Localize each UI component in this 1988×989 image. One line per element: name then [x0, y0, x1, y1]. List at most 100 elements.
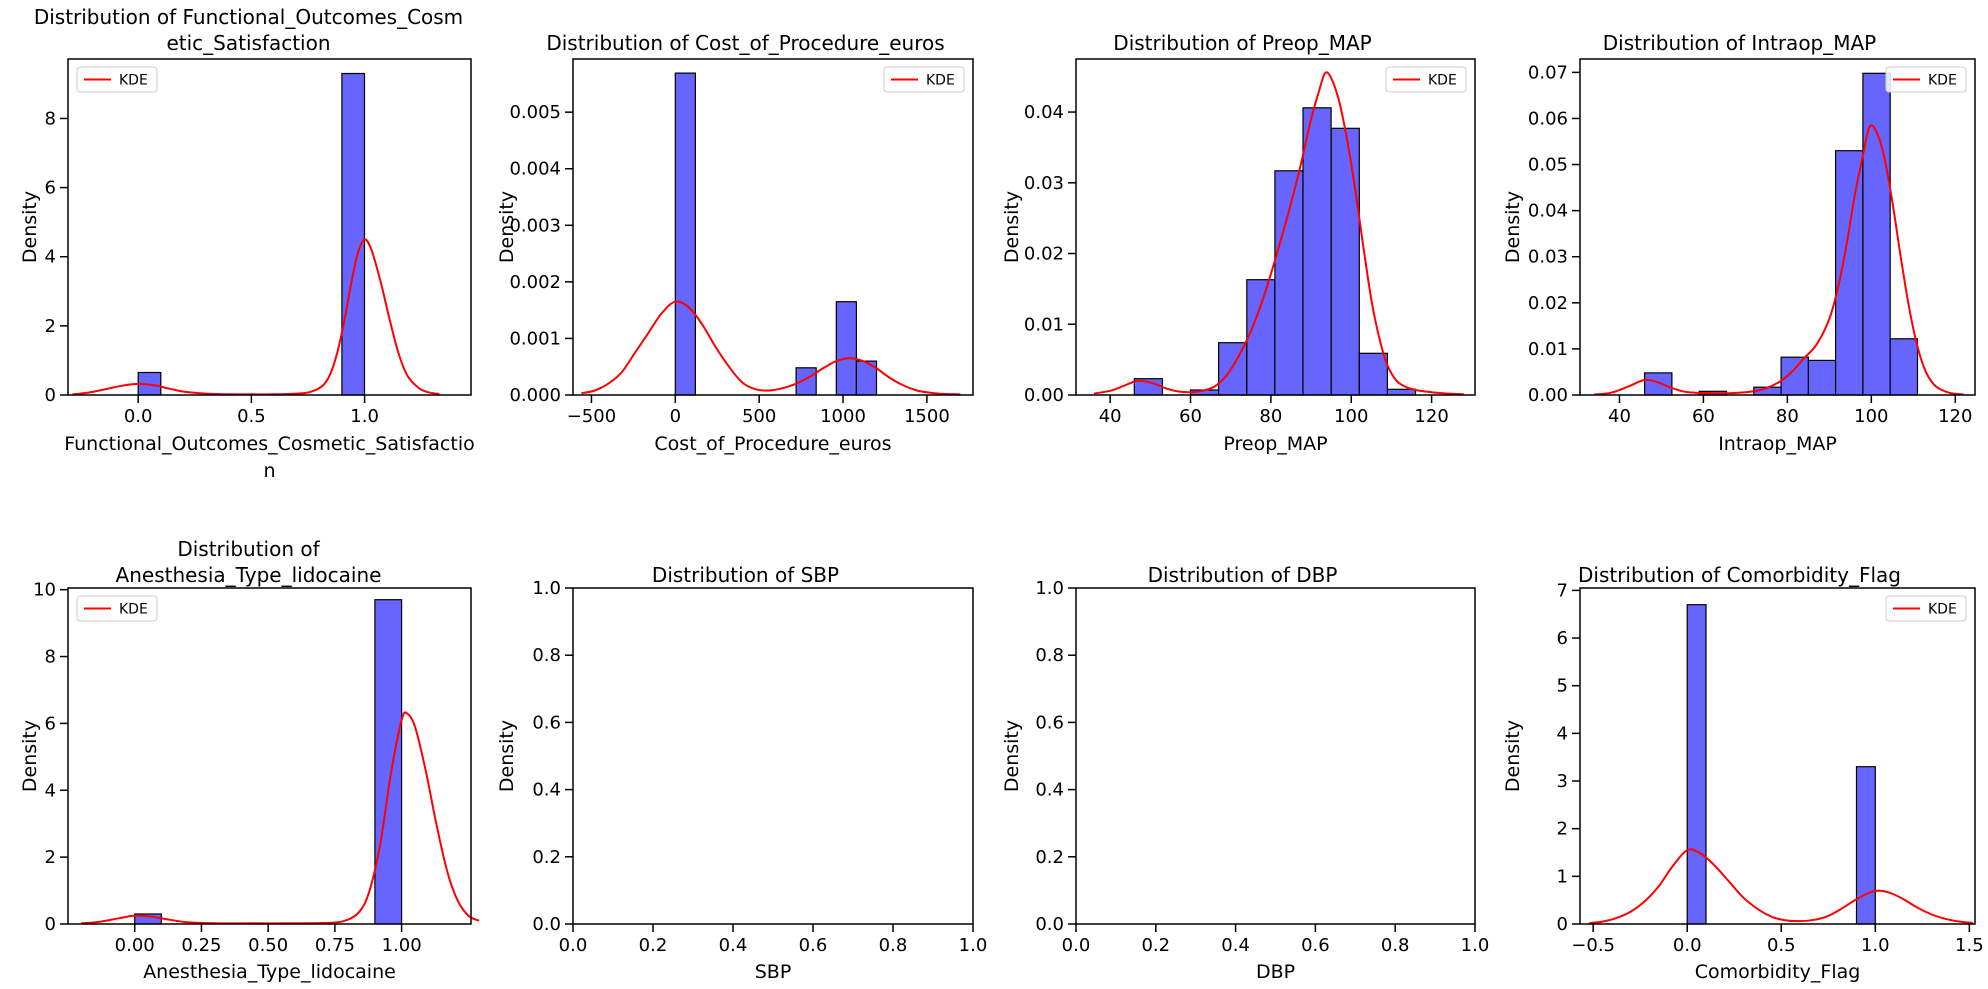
histogram-bar	[1686, 604, 1707, 925]
x-tick-label: 0.25	[181, 935, 221, 956]
chart-svg: −500 0 500 1000 1500 0.000 0.001 0.002 0.003 0.00…	[496, 31, 974, 455]
y-tick-label: 6	[1557, 628, 1568, 649]
histogram-bar	[1855, 766, 1876, 925]
x-tick-label: 1.0	[1861, 935, 1890, 956]
y-tick-label: 1.0	[532, 578, 561, 599]
histogram-bar	[674, 72, 697, 396]
x-axis-label: SBP	[755, 961, 792, 983]
x-tick-label: 60	[1692, 406, 1715, 427]
x-tick-label: 0.6	[1301, 935, 1330, 956]
x-axis-label: Anesthesia_Type_lidocaine	[143, 961, 396, 983]
y-tick-label: 4	[1557, 723, 1568, 744]
x-tick-label: −0.5	[1571, 935, 1615, 956]
y-tick-label: 0	[1557, 914, 1568, 935]
axes-frame	[1579, 587, 1976, 925]
x-axis-label: Intraop_MAP	[1718, 433, 1837, 455]
x-tick-label: 1500	[904, 406, 950, 427]
y-tick-label: 10	[33, 580, 56, 601]
x-tick-label: 60	[1179, 406, 1202, 427]
chart-svg: −0.5 0.0 0.5 1.0 1.5 0 1 2 3 4 5 6 7 Distribution of …	[1502, 563, 1984, 983]
x-tick-label: 0.4	[719, 935, 748, 956]
x-tick-label: 40	[1099, 406, 1122, 427]
y-tick-label: 0.8	[1035, 645, 1064, 666]
y-axis-label: Density	[1001, 191, 1023, 263]
y-tick-label: 0.002	[509, 272, 561, 293]
y-tick-label: 0.00	[1024, 385, 1064, 406]
axes-frame	[67, 587, 472, 925]
x-tick-label: 0.0	[1673, 935, 1702, 956]
legend-label: KDE	[1428, 73, 1457, 89]
legend-label: KDE	[119, 602, 148, 618]
chart-title: Distribution of	[177, 537, 320, 561]
y-tick-label: 0.2	[532, 847, 561, 868]
y-tick-label: 0.4	[1035, 780, 1064, 801]
chart-title: Distribution of Comorbidity_Flag	[1578, 563, 1901, 587]
x-tick-label: 500	[742, 406, 776, 427]
chart-title: Distribution of SBP	[652, 563, 839, 587]
y-tick-label: 0.2	[1035, 847, 1064, 868]
x-axis-label: Preop_MAP	[1223, 433, 1327, 455]
legend-box	[1385, 66, 1467, 93]
legend-label: KDE	[926, 73, 955, 89]
y-tick-label: 0.005	[509, 102, 561, 123]
chart-title: Anesthesia_Type_lidocaine	[116, 563, 382, 587]
x-axis-label: Cost_of_Procedure_euros	[654, 433, 891, 455]
y-tick-label: 2	[45, 847, 56, 868]
y-tick-label: 3	[1557, 771, 1568, 792]
axes-frame	[1075, 58, 1476, 396]
y-tick-label: 0.8	[532, 645, 561, 666]
y-tick-label: 0.6	[532, 712, 561, 733]
subplot: −500 0 500 1000 1500 0.000 0.001 0.002 0.003 0.00…	[496, 0, 994, 494]
histogram-bar	[1386, 388, 1417, 396]
y-axis-label: Density	[1502, 191, 1524, 263]
y-tick-label: 6	[45, 713, 56, 734]
x-tick-label: 100	[1854, 406, 1888, 427]
x-tick-label: 0.2	[1141, 935, 1170, 956]
kde-curve	[581, 300, 961, 396]
x-tick-label: 100	[1334, 406, 1368, 427]
x-tick-label: 0.5	[237, 406, 266, 427]
y-tick-label: 0.02	[1024, 244, 1064, 265]
histogram-bar	[1330, 127, 1360, 396]
y-tick-label: 0.0	[532, 914, 561, 935]
y-tick-label: 0.03	[1024, 173, 1064, 194]
x-tick-label: 0.50	[248, 935, 288, 956]
y-tick-label: 0.0	[1035, 914, 1064, 935]
x-tick-label: 0.5	[1767, 935, 1796, 956]
subplot: 0.0 0.2 0.4 0.6 0.8 1.0 0.0 0.2 0.4 0.6 0.8 1.0 Dist…	[994, 494, 1491, 989]
x-tick-label: 1.00	[382, 935, 422, 956]
chart-title: Distribution of Preop_MAP	[1113, 31, 1371, 55]
y-tick-label: 4	[45, 780, 56, 801]
chart-svg: 40 60 80 100 120 0.00 0.01 0.02 0.03 0.04 Distribu…	[1001, 31, 1476, 455]
legend-label: KDE	[1928, 73, 1957, 89]
kde-curve	[72, 238, 440, 396]
chart-title: Distribution of DBP	[1148, 563, 1338, 587]
histogram-bar	[1835, 150, 1864, 396]
subplot: 40 60 80 100 120 0.00 0.01 0.02 0.03 0.04 0.05 0.06…	[1491, 0, 1988, 494]
histogram-bar	[1302, 107, 1332, 396]
histogram-bar	[1807, 359, 1837, 396]
y-tick-label: 0.003	[509, 215, 561, 236]
x-tick-label: 0.8	[1381, 935, 1410, 956]
y-tick-label: 8	[45, 108, 56, 129]
histogram-bar	[1358, 352, 1388, 396]
chart-svg: 40 60 80 100 120 0.00 0.01 0.02 0.03 0.04 0.05 0.06…	[1502, 31, 1976, 455]
x-tick-label: 0.0	[124, 406, 153, 427]
y-tick-label: 0.00	[1528, 385, 1568, 406]
axes-frame	[1579, 58, 1976, 396]
subplot: −0.5 0.0 0.5 1.0 1.5 0 1 2 3 4 5 6 7 Distribution of …	[1491, 494, 1988, 989]
x-tick-label: 0	[670, 406, 681, 427]
x-tick-label: 0.2	[639, 935, 668, 956]
y-tick-label: 5	[1557, 676, 1568, 697]
y-tick-label: 4	[45, 247, 56, 268]
chart-title: Distribution of Cost_of_Procedure_euros	[546, 31, 944, 55]
histogram-bar	[1246, 279, 1276, 396]
x-tick-label: 80	[1259, 406, 1282, 427]
chart-svg: 0.0 0.2 0.4 0.6 0.8 1.0 0.0 0.2 0.4 0.6 0.8 1.0 Dist…	[1001, 563, 1489, 983]
x-tick-label: 120	[1414, 406, 1448, 427]
axes-frame	[572, 58, 974, 396]
kde-curve	[1594, 124, 1964, 396]
y-tick-label: 0.07	[1528, 62, 1568, 83]
x-tick-label: 120	[1938, 406, 1972, 427]
